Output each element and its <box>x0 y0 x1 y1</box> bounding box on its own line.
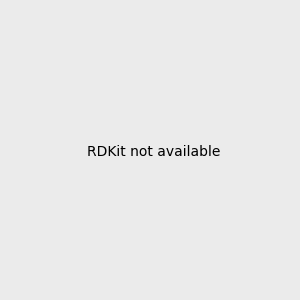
Text: RDKit not available: RDKit not available <box>87 145 220 158</box>
